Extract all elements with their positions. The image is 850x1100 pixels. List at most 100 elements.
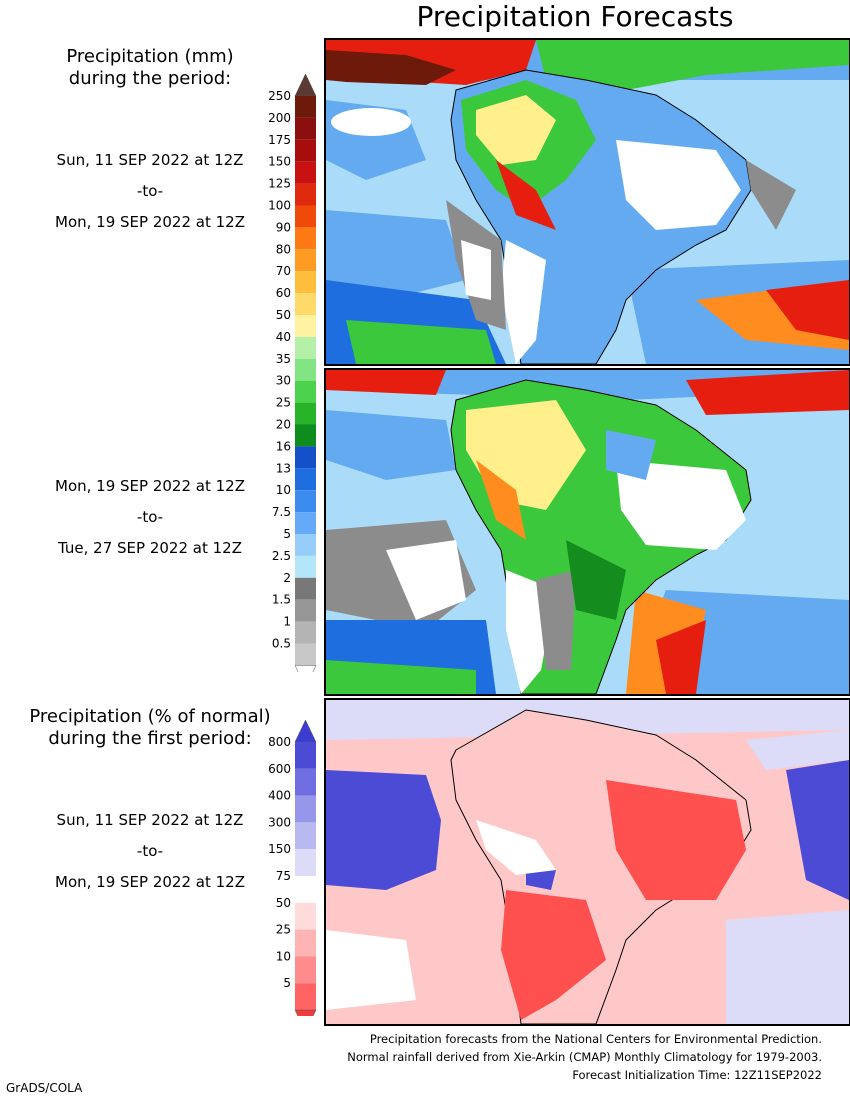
mm-scale-swatch (295, 534, 316, 556)
pct-color-scale: 800 600 400 300 150 75 50 25 10 5 (245, 716, 325, 1033)
mm-scale-label: 13 (276, 461, 291, 475)
pct-scale-swatch (295, 822, 316, 850)
mm-scale-label: 60 (276, 286, 291, 300)
mm-scale-label: 50 (276, 308, 291, 322)
mm-legend-header-line1: Precipitation (mm) (66, 46, 234, 67)
pct-scale-swatch (295, 956, 316, 984)
mm-scale-swatch (295, 139, 316, 162)
pct-scale-swatch (295, 742, 316, 769)
mm-scale-swatch (295, 621, 316, 644)
mm-scale-swatch (295, 205, 316, 228)
mm-scale-label: 175 (268, 133, 291, 147)
mm-scale-swatch (295, 161, 316, 184)
pct-legend-header-line2: during the first period: (48, 728, 252, 749)
mm-scale-label: 90 (276, 220, 291, 234)
pct-scale-label: 400 (268, 789, 291, 803)
mm-legend-header: Precipitation (mm) during the period: (30, 46, 270, 90)
mm-scale-label: 10 (276, 483, 291, 497)
period-1-dates: Sun, 11 SEP 2022 at 12Z -to- Mon, 19 SEP… (25, 148, 275, 234)
mm-scale-label: 1.5 (272, 593, 291, 607)
mm-scale-bottom-arrow (294, 665, 317, 688)
credit-label: GrADS/COLA (6, 1081, 83, 1095)
pct-scale-label: 800 (268, 735, 291, 749)
pct-color-scale-graphic: 800 600 400 300 150 75 50 25 10 5 (268, 719, 317, 1033)
precip-map-period-1 (326, 40, 849, 364)
mm-scale-swatch (295, 336, 316, 359)
mm-scale-swatch (295, 446, 316, 469)
period-2-start: Mon, 19 SEP 2022 at 12Z (55, 477, 245, 495)
map-panel-period-2 (324, 368, 850, 696)
period-3-start: Sun, 11 SEP 2022 at 12Z (56, 811, 244, 829)
footer-notes: Precipitation forecasts from the Nationa… (222, 1030, 822, 1084)
mm-scale-swatch (295, 227, 316, 250)
footer-line-1: Precipitation forecasts from the Nationa… (369, 1032, 822, 1046)
mm-scale-label: 200 (268, 111, 291, 125)
mm-scale-label: 70 (276, 264, 291, 278)
mm-scale-swatch (295, 293, 316, 315)
pct-scale-bottom-arrow (294, 1009, 317, 1033)
mm-scale-swatch (295, 402, 316, 425)
period-1-end: Mon, 19 SEP 2022 at 12Z (55, 213, 245, 231)
precip-map-period-2 (326, 370, 849, 694)
pct-scale-top-arrow (294, 719, 317, 743)
period-1-to: -to- (136, 182, 164, 200)
mm-color-scale-graphic: 2502001751501251009080706050403530252016… (268, 73, 317, 688)
pct-scale-swatch (295, 795, 316, 823)
page-title: Precipitation Forecasts (416, 0, 734, 33)
pct-scale-swatch (295, 768, 316, 796)
mm-scale-label: 150 (268, 155, 291, 169)
mm-scale-label: 40 (276, 330, 291, 344)
mm-scale-label: 35 (276, 352, 291, 366)
pct-scale-label: 75 (276, 869, 291, 883)
mm-scale-top-arrow (294, 73, 317, 97)
pct-scale-label: 600 (268, 762, 291, 776)
pct-scale-label: 10 (276, 949, 291, 963)
pct-scale-swatch (295, 902, 316, 930)
mm-scale-label: 16 (276, 439, 291, 453)
mm-scale-label: 2 (283, 571, 291, 585)
mm-scale-label: 7.5 (272, 505, 291, 519)
mm-scale-swatch (295, 643, 316, 666)
mm-scale-swatch (295, 424, 316, 447)
pct-legend-header-line1: Precipitation (% of normal) (29, 706, 271, 727)
pct-legend-header: Precipitation (% of normal) during the f… (15, 706, 285, 750)
pct-scale-label: 50 (276, 896, 291, 910)
footer-line-3: Forecast Initialization Time: 12Z11SEP20… (572, 1068, 822, 1082)
mm-scale-swatch (295, 380, 316, 403)
mm-scale-label: 30 (276, 374, 291, 388)
mm-scale-swatch (295, 577, 316, 600)
map-panel-pct-normal (324, 698, 850, 1026)
mm-scale-label: 25 (276, 396, 291, 410)
mm-scale-swatch (295, 117, 316, 140)
mm-scale-swatch (295, 315, 316, 337)
mm-scale-label: 20 (276, 418, 291, 432)
mm-scale-swatch (295, 468, 316, 491)
mm-scale-label: 80 (276, 242, 291, 256)
pct-scale-label: 25 (276, 923, 291, 937)
pct-scale-label: 150 (268, 842, 291, 856)
mm-scale-swatch (295, 599, 316, 622)
mm-scale-label: 0.5 (272, 637, 291, 651)
pct-scale-swatch (295, 929, 316, 957)
mm-scale-label: 5 (283, 527, 291, 541)
map-panel-period-1 (324, 38, 850, 366)
period-1-start: Sun, 11 SEP 2022 at 12Z (56, 151, 244, 169)
mm-scale-label: 125 (268, 177, 291, 191)
mm-scale-swatch (295, 271, 316, 294)
mm-scale-swatch (295, 249, 316, 272)
period-2-to: -to- (136, 508, 164, 526)
mm-scale-swatch (295, 358, 316, 381)
mm-scale-label: 100 (268, 199, 291, 213)
mm-scale-label: 1 (283, 615, 291, 629)
mm-scale-swatch (295, 512, 316, 534)
period-2-dates: Mon, 19 SEP 2022 at 12Z -to- Tue, 27 SEP… (25, 474, 275, 560)
pct-normal-map (326, 700, 849, 1024)
pct-scale-swatch (295, 849, 316, 876)
pct-scale-swatch (295, 876, 316, 903)
mm-legend-header-line2: during the period: (68, 68, 232, 89)
footer-line-2: Normal rainfall derived from Xie-Arkin (… (347, 1050, 822, 1064)
mm-scale-swatch (295, 490, 316, 513)
period-3-to: -to- (136, 842, 164, 860)
mm-scale-swatch (295, 555, 316, 578)
period-2-end: Tue, 27 SEP 2022 at 12Z (58, 539, 242, 557)
